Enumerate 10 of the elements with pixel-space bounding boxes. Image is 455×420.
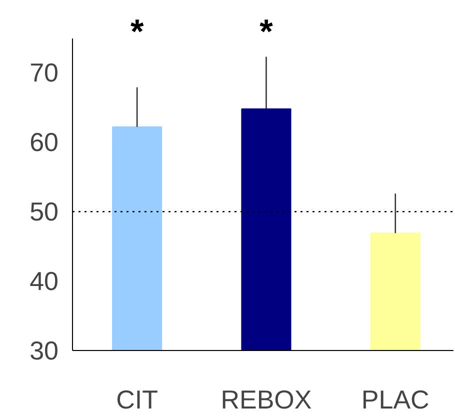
x-tick-label: PLAC bbox=[361, 384, 430, 414]
x-tick-label: CIT bbox=[116, 384, 158, 414]
annotation: * bbox=[130, 12, 144, 51]
y-tick-label: 60 bbox=[30, 127, 58, 158]
x-tick-label: REBOX bbox=[220, 384, 312, 414]
y-tick-label: 50 bbox=[30, 196, 58, 227]
y-tick-label: 40 bbox=[30, 266, 58, 296]
y-tick-label: 30 bbox=[30, 336, 58, 366]
y-tick-label: 70 bbox=[30, 58, 58, 88]
annotation: * bbox=[260, 12, 274, 51]
